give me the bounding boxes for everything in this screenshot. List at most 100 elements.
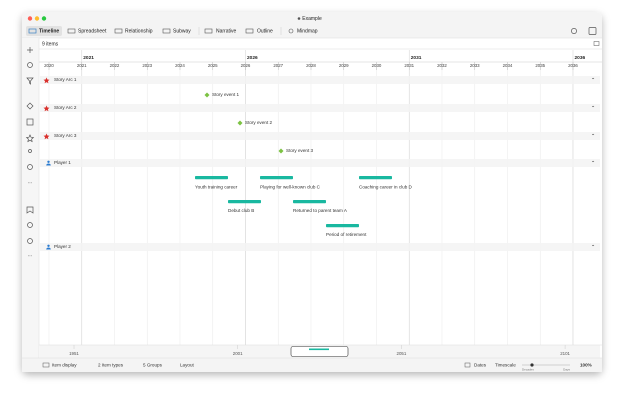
- navigator-label: 2101: [560, 351, 570, 356]
- tool-button[interactable]: [27, 222, 33, 228]
- period-bar[interactable]: [228, 200, 261, 204]
- period-label[interactable]: Coaching career in club D: [359, 185, 413, 190]
- collapse[interactable]: ⌃: [591, 77, 595, 83]
- arc-icon: [43, 133, 50, 140]
- collapse[interactable]: ⌃: [591, 133, 595, 139]
- sidebar-toggle[interactable]: [588, 27, 597, 35]
- navigator-preview: [309, 348, 329, 351]
- navigator-label: 2001: [233, 351, 243, 356]
- status-item[interactable]: Dates: [474, 363, 487, 368]
- period-bar[interactable]: [359, 176, 392, 180]
- collapse[interactable]: ⌃: [591, 105, 595, 111]
- period-label[interactable]: Period of retirement: [326, 232, 367, 237]
- event-marker[interactable]: [204, 92, 210, 98]
- status-item[interactable]: Timescale: [495, 363, 516, 368]
- arc-icon: [43, 77, 50, 84]
- year-label: 2032: [437, 63, 447, 68]
- tab[interactable]: Mindmap: [297, 28, 318, 34]
- groups: Story Arc 1 ⌃ Story Arc 2 ⌃ Story Arc 3 …: [40, 76, 600, 251]
- tab-icon: [245, 28, 254, 34]
- settings-button[interactable]: [571, 28, 577, 34]
- arc-icon: [43, 105, 50, 112]
- tab[interactable]: Relationship: [125, 28, 153, 34]
- tool-button[interactable]: [26, 118, 34, 126]
- tab-icon: [162, 28, 171, 34]
- year-label: 2021: [77, 63, 87, 68]
- person-icon: [46, 247, 51, 250]
- year-label: 2020: [44, 63, 54, 68]
- slider-label: Days: [563, 367, 570, 371]
- period-bar[interactable]: [260, 176, 293, 180]
- tool-button[interactable]: [26, 102, 34, 110]
- tab-active-bg: [26, 26, 62, 36]
- tab-icon: [114, 28, 123, 34]
- slider-thumb[interactable]: [530, 363, 534, 367]
- sidebar-icons: [25, 47, 35, 244]
- period-label[interactable]: Debut club B: [228, 208, 254, 213]
- year-label: 2028: [306, 63, 316, 68]
- person-icon: [47, 160, 50, 163]
- panel-button[interactable]: [593, 41, 600, 46]
- more[interactable]: ···: [28, 253, 33, 259]
- event-marker[interactable]: [237, 120, 243, 126]
- tab-icon: [288, 28, 294, 34]
- event-label[interactable]: Story event 3: [286, 148, 314, 153]
- period-bar[interactable]: [293, 200, 326, 204]
- event-label[interactable]: Story event 2: [245, 120, 273, 125]
- event-marker[interactable]: [278, 148, 284, 154]
- period-bar[interactable]: [326, 224, 359, 228]
- add-button[interactable]: [27, 47, 33, 53]
- collapse[interactable]: ⌃: [591, 160, 595, 166]
- year-label: 2030: [372, 63, 382, 68]
- period-bar[interactable]: [195, 176, 228, 180]
- group-name: Player 1: [54, 160, 71, 165]
- major-year-label: 2021: [83, 55, 94, 61]
- tab[interactable]: Narrative: [216, 28, 237, 34]
- period-label[interactable]: Playing for well-known club C: [260, 185, 321, 190]
- tool-button[interactable]: [27, 164, 33, 170]
- group-name: Story Arc 1: [54, 77, 77, 82]
- tab-icon: [67, 28, 76, 34]
- major-year-label: 2031: [411, 55, 422, 61]
- search-button[interactable]: [27, 62, 33, 68]
- status-item[interactable]: Item display: [52, 363, 77, 368]
- group-name: Story Arc 2: [54, 105, 77, 110]
- status-item[interactable]: 2 Item types: [98, 363, 124, 368]
- zoom-level[interactable]: 100%: [580, 363, 592, 368]
- period-label[interactable]: Returned to parent team A: [293, 208, 348, 213]
- sidebar: [22, 38, 39, 358]
- major-year-label: 2036: [575, 55, 586, 61]
- tab[interactable]: Timeline: [39, 28, 59, 34]
- group-header: [40, 243, 600, 251]
- item-count: 9 items: [42, 41, 59, 47]
- collapse[interactable]: ⌃: [591, 244, 595, 250]
- tool-button[interactable]: [25, 134, 35, 143]
- tool-button[interactable]: [26, 206, 34, 214]
- major-year-label: 2026: [247, 55, 258, 61]
- tool-button[interactable]: [27, 238, 33, 244]
- tab-icon: [28, 28, 37, 34]
- tab[interactable]: Subway: [173, 28, 191, 34]
- navigator-window[interactable]: [290, 346, 349, 357]
- status-item[interactable]: 5 Groups: [143, 363, 163, 368]
- status-item[interactable]: Layout: [180, 363, 195, 368]
- status-bar: [22, 358, 602, 372]
- more[interactable]: ···: [28, 180, 33, 186]
- zoom-button[interactable]: [41, 16, 47, 21]
- tab[interactable]: Spreadsheet: [78, 28, 107, 34]
- events: Story event 1 Story event 2 Story event …: [204, 92, 314, 154]
- tab[interactable]: Outline: [257, 28, 273, 34]
- year-label: 2025: [208, 63, 218, 68]
- minimize-button[interactable]: [34, 16, 40, 21]
- ruler: 2020 2021 2022 2023 2024 2025 2026 2027 2028 2029…: [44, 55, 586, 70]
- tool-button[interactable]: [28, 149, 32, 153]
- close-button[interactable]: [27, 16, 33, 21]
- period-label[interactable]: Youth training career: [195, 185, 238, 190]
- person-icon: [47, 244, 50, 247]
- person-icon: [46, 163, 51, 166]
- group-header: [40, 159, 600, 167]
- event-label[interactable]: Story event 1: [212, 92, 240, 97]
- filter-button[interactable]: [26, 77, 34, 85]
- year-label: 2022: [110, 63, 120, 68]
